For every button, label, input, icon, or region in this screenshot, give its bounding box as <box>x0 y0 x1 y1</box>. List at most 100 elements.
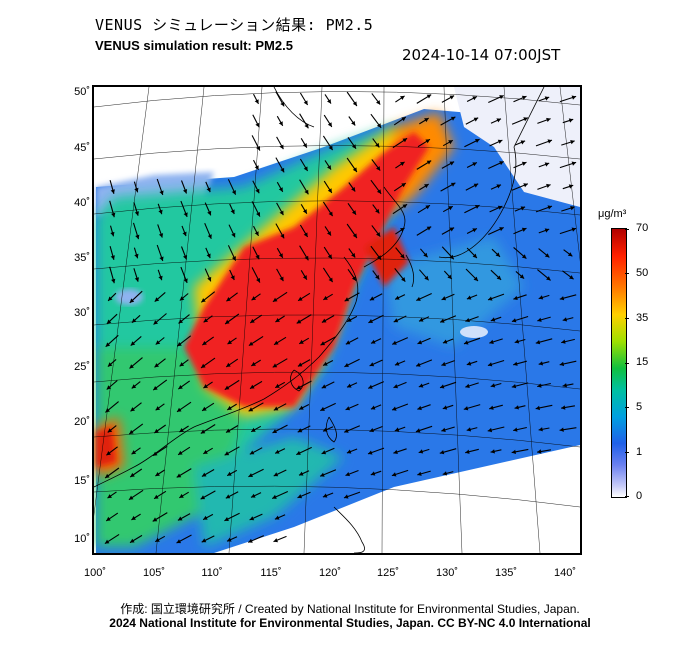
wind-arrow-head <box>134 277 139 282</box>
wind-arrow-head <box>513 361 518 366</box>
wind-arrow-head <box>448 206 453 211</box>
wind-arrow-head <box>513 295 518 300</box>
wind-arrow-head <box>130 407 135 412</box>
wind-arrow-head <box>473 276 478 281</box>
wind-arrow-head <box>155 472 160 476</box>
wind-arrow-head <box>130 538 135 543</box>
wind-arrow-head <box>299 471 304 476</box>
wind-arrow-head <box>546 276 551 281</box>
colorbar-label-35: 35 <box>636 312 649 324</box>
wind-arrow-head <box>395 295 400 300</box>
wind-arrow-head <box>402 204 408 209</box>
wind-arrow-head <box>154 494 159 499</box>
wind-arrow-head <box>561 339 566 344</box>
wind-arrow-head <box>134 187 139 193</box>
wind-arrow-head <box>323 361 328 366</box>
wind-arrow-head <box>376 255 382 260</box>
lat-label-45: 45˚ <box>74 142 90 154</box>
lat-label-10: 10˚ <box>74 533 90 545</box>
wind-arrow-head <box>391 472 397 477</box>
wind-arrow-head <box>155 537 160 542</box>
wind-arrow-head <box>425 205 430 210</box>
wind-arrow-head <box>272 297 278 302</box>
wind-arrow-head <box>559 427 564 432</box>
wind-arrow-head <box>346 449 352 454</box>
wind-arrow-head <box>513 427 518 432</box>
wind-arrow-head <box>178 385 183 390</box>
wind-arrow-head <box>251 493 256 498</box>
wind-arrow-head <box>254 165 259 170</box>
wind-arrow-head <box>351 187 356 192</box>
wind-arrow-head <box>177 407 182 412</box>
title-english: VENUS simulation result: PM2.5 <box>95 38 293 53</box>
wind-arrow-head <box>487 362 493 367</box>
wind-arrow-head <box>347 317 352 322</box>
wind-arrow-head <box>106 516 111 521</box>
wind-arrow-head <box>376 189 382 194</box>
wind-arrow-head <box>523 183 528 188</box>
wind-arrow-head <box>320 472 325 477</box>
wind-arrow-head <box>158 275 163 281</box>
wind-arrow-head <box>320 341 326 346</box>
wind-arrow-head <box>490 383 496 388</box>
wind-arrow-head <box>496 275 502 280</box>
wind-arrow-head <box>224 517 229 521</box>
wind-arrow-head <box>352 233 357 238</box>
wind-arrow-head <box>183 189 188 194</box>
wind-arrow-head <box>425 139 430 144</box>
colorbar-tick <box>625 318 629 319</box>
wind-arrow-head <box>450 116 456 121</box>
wind-arrow-head <box>393 318 399 323</box>
wind-arrow-head <box>544 162 550 167</box>
wind-arrow-head <box>227 471 232 476</box>
wind-arrow-head <box>415 428 421 433</box>
wind-arrow-head <box>201 298 206 303</box>
wind-arrow-head <box>105 473 110 478</box>
wind-arrow-head <box>392 406 397 411</box>
lon-label-120: 120˚ <box>318 567 342 579</box>
wind-arrow-head <box>303 166 308 171</box>
wind-arrow-head <box>439 450 445 455</box>
wind-arrow-head <box>152 517 158 522</box>
wind-arrow-head <box>128 495 134 500</box>
wind-arrow-head <box>376 100 381 105</box>
wind-arrow-head <box>179 428 184 432</box>
wind-arrow-head <box>328 211 333 217</box>
license-line: 2024 National Institute for Environmenta… <box>109 616 591 630</box>
wind-arrow-head <box>441 427 446 432</box>
wind-arrow-head <box>401 117 406 122</box>
colorbar-tick <box>625 496 629 497</box>
lat-label-40: 40˚ <box>74 197 90 209</box>
wind-arrow-head <box>490 317 496 322</box>
wind-arrow-head <box>153 320 158 325</box>
colorbar-tick <box>625 229 629 230</box>
lat-label-25: 25˚ <box>74 361 90 373</box>
wind-arrow-head <box>369 362 375 367</box>
wind-arrow-head <box>368 450 373 455</box>
wind-arrow-head <box>297 428 303 433</box>
wind-arrow-head <box>273 406 279 411</box>
coastlines <box>94 87 545 553</box>
wind-arrow-head <box>369 428 374 433</box>
wind-arrow-head <box>279 144 284 150</box>
wind-arrow-head <box>442 471 448 476</box>
wind-arrow-head <box>279 210 284 216</box>
lon-label-110: 110˚ <box>201 567 223 579</box>
wind-arrow-head <box>400 95 405 100</box>
wind-arrow-head <box>275 383 280 388</box>
wind-arrow-head <box>351 253 356 258</box>
wind-arrow-head <box>538 361 544 366</box>
wind-arrow-head <box>323 295 328 300</box>
lon-label-105: 105˚ <box>142 567 166 579</box>
wind-arrow-head <box>207 210 212 216</box>
wind-arrow-head <box>206 253 211 259</box>
wind-arrow-head <box>256 212 260 217</box>
wind-arrow-head <box>256 146 260 151</box>
wind-arrow-head <box>155 340 161 345</box>
wind-arrow-head <box>370 405 376 410</box>
map-canvas <box>94 87 580 553</box>
lon-label-130: 130˚ <box>435 567 459 579</box>
wind-arrow-head <box>302 143 307 148</box>
wind-arrow-head <box>224 451 230 456</box>
wind-arrow-head <box>520 206 526 211</box>
